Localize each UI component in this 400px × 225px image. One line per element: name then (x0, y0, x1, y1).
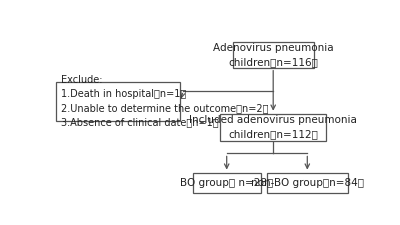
Text: Exclude:
1.Death in hospital（n=1）
2.Unable to determine the outcome（n=2）
3.Absen: Exclude: 1.Death in hospital（n=1） 2.Unab… (61, 76, 268, 128)
Bar (220, 114, 326, 141)
Text: BO group（ n=28）: BO group（ n=28） (180, 178, 273, 188)
Text: non-BO group（n=84）: non-BO group（n=84） (251, 178, 364, 188)
Bar (193, 173, 261, 193)
Bar (56, 82, 180, 121)
Text: Adenovirus pneumonia
children（n=116）: Adenovirus pneumonia children（n=116） (213, 43, 334, 67)
Bar (233, 42, 314, 68)
Bar (267, 173, 348, 193)
Text: Included adenovirus pneumonia
children（n=112）: Included adenovirus pneumonia children（n… (189, 115, 357, 140)
